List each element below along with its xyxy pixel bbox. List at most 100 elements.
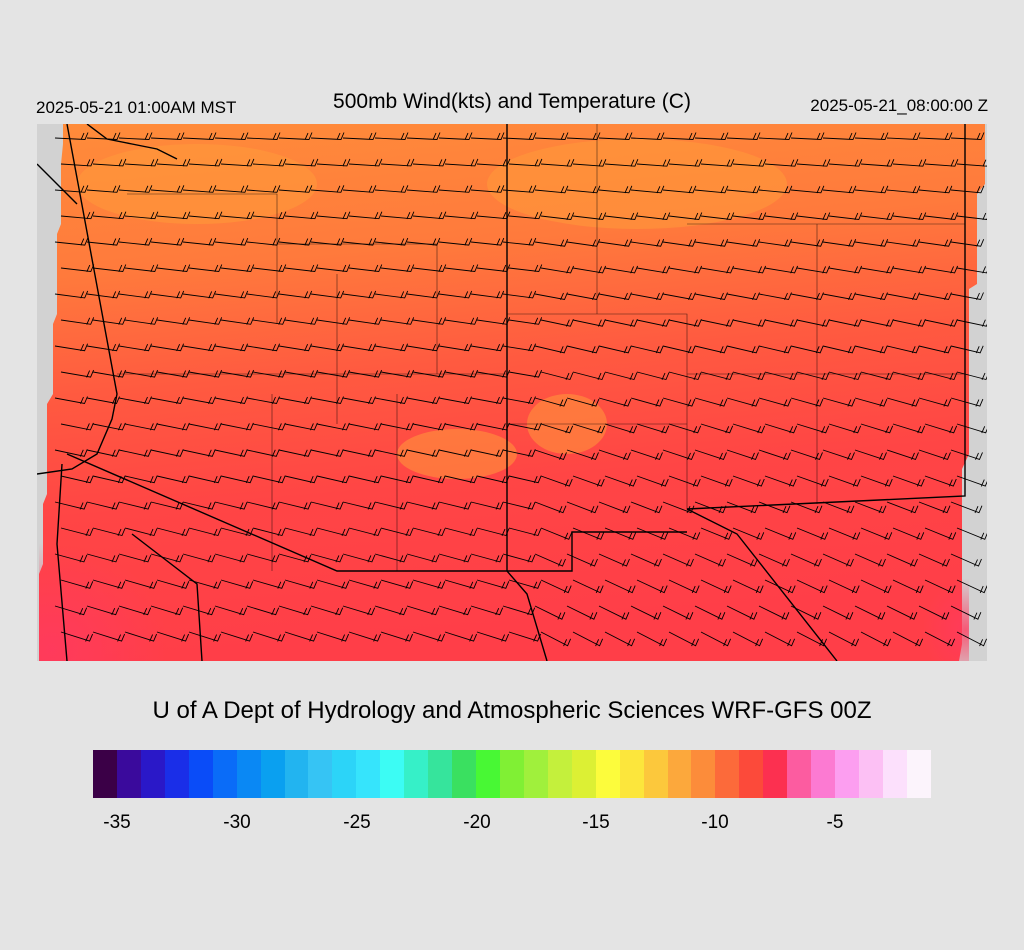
wind-barb bbox=[796, 212, 831, 220]
wind-barb bbox=[60, 211, 95, 220]
wind-barb bbox=[604, 371, 638, 381]
wind-barb bbox=[310, 449, 344, 457]
wind-barb bbox=[508, 211, 543, 220]
wind-barb bbox=[700, 527, 733, 540]
wind-barb bbox=[406, 132, 441, 140]
wind-barb bbox=[854, 449, 887, 460]
wind-barb bbox=[636, 423, 670, 434]
wind-barb bbox=[220, 527, 254, 537]
wind-barb bbox=[438, 605, 472, 616]
wind-barb bbox=[118, 501, 152, 510]
wind-barb bbox=[214, 343, 249, 352]
colorbar-swatch bbox=[547, 750, 572, 798]
wind-barb bbox=[348, 264, 383, 272]
wind-barb bbox=[732, 159, 767, 167]
wind-barb bbox=[476, 422, 510, 431]
colorbar-swatch bbox=[428, 750, 453, 798]
wind-barb bbox=[118, 343, 153, 352]
wind-barb bbox=[726, 501, 759, 514]
wind-barb bbox=[764, 319, 798, 327]
wind-barb bbox=[444, 158, 479, 167]
wind-barb bbox=[156, 264, 191, 272]
colorbar-swatch bbox=[476, 750, 500, 798]
wind-barb bbox=[412, 527, 446, 537]
wind-barb bbox=[246, 132, 281, 140]
wind-barb bbox=[598, 397, 632, 407]
wind-barb bbox=[950, 132, 985, 140]
wind-barb bbox=[316, 369, 351, 378]
colorbar-swatch bbox=[332, 750, 357, 798]
wind-barb bbox=[476, 211, 511, 220]
wind-barb bbox=[118, 396, 152, 405]
wind-barb bbox=[822, 185, 857, 194]
wind-barb bbox=[54, 132, 89, 140]
wind-barb bbox=[854, 292, 888, 301]
wind-barb bbox=[316, 317, 351, 325]
wind-barb bbox=[854, 605, 886, 620]
wind-barb bbox=[380, 579, 414, 589]
wind-barb bbox=[412, 475, 446, 484]
wind-barb bbox=[700, 265, 735, 274]
wind-barb bbox=[374, 290, 409, 299]
wind-barb bbox=[662, 605, 694, 620]
wind-barb bbox=[694, 345, 728, 354]
wind-barb bbox=[860, 527, 893, 540]
wind-barb bbox=[214, 290, 249, 299]
wind-barb bbox=[892, 579, 924, 594]
wind-barb bbox=[444, 369, 479, 378]
map-title: 500mb Wind(kts) and Temperature (C) bbox=[333, 90, 691, 113]
wind-barb bbox=[182, 553, 216, 563]
wind-barb bbox=[310, 605, 344, 616]
wind-barb bbox=[860, 371, 894, 381]
wind-barb bbox=[214, 237, 249, 246]
wind-barb bbox=[412, 317, 447, 325]
wind-barb bbox=[342, 501, 376, 510]
wind-barb bbox=[316, 475, 350, 484]
wind-barb bbox=[252, 317, 287, 325]
wind-barb bbox=[540, 475, 573, 487]
wind-barb bbox=[188, 317, 223, 325]
wind-barb bbox=[668, 319, 702, 327]
wind-barb bbox=[54, 605, 88, 616]
wind-barb bbox=[60, 527, 94, 537]
wind-barb bbox=[86, 132, 121, 140]
wind-barb bbox=[252, 211, 287, 220]
wind-barb bbox=[854, 501, 887, 514]
colorbar-swatch bbox=[404, 750, 429, 798]
wind-barb bbox=[470, 605, 504, 616]
wind-barb bbox=[118, 449, 152, 457]
wind-barb bbox=[92, 422, 126, 431]
wind-barb bbox=[726, 185, 761, 194]
wind-barb bbox=[886, 605, 918, 620]
wind-barb bbox=[924, 527, 957, 540]
wind-barb bbox=[726, 239, 761, 247]
wind-barb bbox=[828, 159, 863, 167]
wind-barb bbox=[86, 449, 120, 457]
wind-barb bbox=[156, 317, 191, 325]
wind-barb bbox=[796, 579, 828, 594]
wind-barb bbox=[406, 185, 441, 193]
wind-barb bbox=[182, 290, 217, 299]
wind-barb bbox=[342, 290, 377, 299]
wind-barb bbox=[246, 501, 280, 510]
wind-barb bbox=[150, 553, 184, 563]
wind-barb bbox=[214, 501, 248, 510]
wind-barb bbox=[956, 631, 987, 647]
wind-barb bbox=[630, 449, 663, 460]
colorbar-tick-label: -35 bbox=[103, 812, 131, 833]
wind-barb bbox=[732, 212, 767, 220]
colorbar-swatch bbox=[715, 750, 740, 798]
wind-barb bbox=[470, 553, 504, 563]
wind-barb bbox=[822, 501, 855, 514]
wind-barb bbox=[470, 501, 504, 510]
wind-barb bbox=[950, 605, 982, 620]
wind-barb bbox=[182, 185, 217, 193]
wind-barb bbox=[182, 132, 217, 140]
wind-barb bbox=[566, 132, 601, 140]
wind-barb bbox=[668, 579, 700, 594]
wind-barb bbox=[892, 527, 925, 540]
wind-barb bbox=[764, 159, 799, 167]
wind-barb bbox=[278, 132, 313, 140]
wind-barb bbox=[438, 237, 473, 246]
wind-barb bbox=[636, 475, 669, 487]
